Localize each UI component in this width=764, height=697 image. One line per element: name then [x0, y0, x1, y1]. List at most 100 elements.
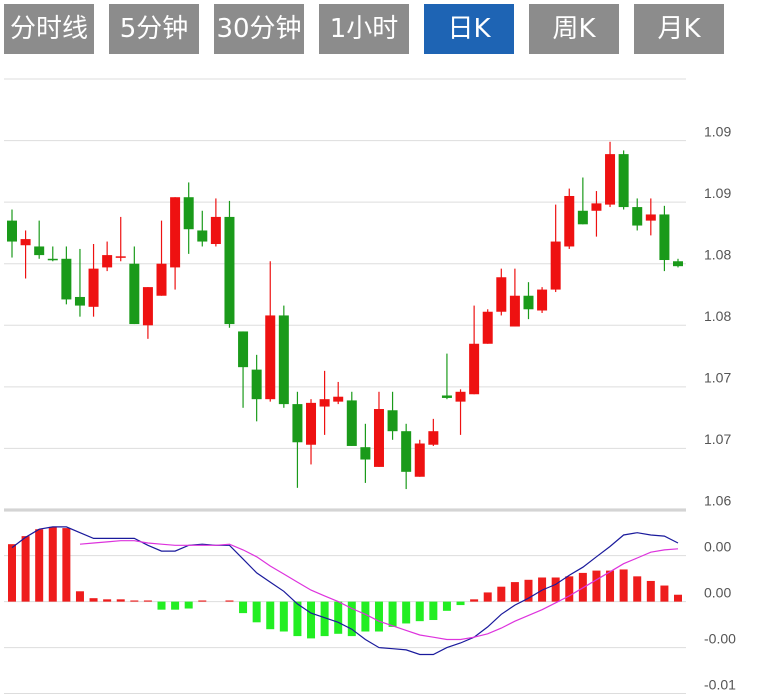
macd-bar	[456, 601, 465, 606]
candle-body	[523, 295, 534, 310]
macd-bar	[62, 528, 71, 602]
macd-bar	[497, 586, 506, 602]
candle-body	[61, 258, 72, 300]
y-tick-label: 0.00	[704, 584, 731, 600]
tab[interactable]: 月K	[634, 4, 724, 54]
tab[interactable]: 5分钟	[109, 4, 199, 54]
macd-bar	[75, 591, 84, 602]
macd-bar	[442, 601, 451, 611]
macd-bar	[524, 579, 533, 602]
candle-body	[115, 256, 126, 258]
candle-body	[197, 230, 208, 242]
candle-body	[238, 331, 249, 368]
macd-bar	[143, 600, 152, 602]
candle-body	[74, 296, 85, 306]
macd-bar	[415, 601, 424, 622]
candle-body	[387, 410, 398, 432]
candle-body	[509, 295, 520, 327]
tab[interactable]: 周K	[529, 4, 619, 54]
candle-body	[170, 197, 181, 268]
candle-body	[183, 197, 194, 230]
y-tick-label: 1.08	[704, 246, 731, 262]
tab[interactable]: 日K	[424, 4, 514, 54]
candle-body	[673, 261, 683, 267]
candle-body	[156, 263, 167, 296]
tab[interactable]: 分时线	[4, 4, 94, 54]
candle-body	[7, 220, 17, 242]
candle-body	[428, 431, 439, 445]
macd-bar	[21, 536, 30, 602]
macd-bar	[606, 570, 615, 602]
macd-bar	[470, 599, 479, 602]
y-tick-label: 1.09	[704, 185, 731, 201]
candle-body	[455, 391, 466, 402]
candle-body	[537, 289, 548, 311]
macd-bar	[483, 592, 492, 602]
candle-body	[346, 400, 357, 446]
macd-bar	[157, 601, 166, 610]
candle-body	[47, 258, 58, 261]
macd-bar	[48, 526, 57, 602]
candle-body	[88, 268, 99, 307]
candle-body	[319, 399, 330, 407]
macd-bar	[361, 601, 370, 632]
tab[interactable]: 30分钟	[214, 4, 304, 54]
candle-body	[645, 214, 656, 221]
tab[interactable]: 1小时	[319, 4, 409, 54]
candle-body	[414, 443, 425, 477]
macd-bar	[674, 594, 682, 602]
macd-bar	[388, 601, 397, 627]
macd-bar	[402, 601, 411, 624]
macd-bar	[619, 569, 628, 602]
candle-body	[469, 343, 480, 395]
y-tick-label: 1.07	[704, 431, 731, 447]
macd-bar	[374, 601, 383, 632]
y-tick-label: 1.07	[704, 370, 731, 386]
candle-body	[618, 154, 629, 208]
candle-body	[292, 404, 303, 443]
candle-body	[605, 154, 616, 205]
macd-bar	[279, 601, 288, 632]
macd-line	[79, 540, 679, 641]
macd-bar	[551, 577, 560, 602]
candle-body	[632, 207, 643, 226]
macd-bar	[171, 601, 180, 610]
macd-bar	[660, 585, 669, 602]
macd-bar	[130, 600, 139, 602]
macd-bar	[347, 601, 356, 637]
macd-bar	[184, 601, 193, 609]
candle-body	[564, 195, 575, 247]
candle-body	[482, 311, 493, 344]
macd-bar	[103, 599, 112, 602]
candle-body	[333, 396, 344, 402]
candle-body	[306, 402, 317, 445]
candle-body	[659, 214, 670, 261]
candle-body	[34, 246, 45, 256]
candle-body	[360, 447, 371, 460]
macd-bar	[429, 601, 438, 621]
candle-body	[496, 277, 507, 312]
macd-bar	[8, 544, 16, 602]
candle-body	[373, 409, 384, 467]
y-tick-label: 1.06	[704, 493, 731, 509]
candle-body	[20, 239, 31, 246]
candle-body	[278, 315, 289, 405]
macd-bar	[592, 570, 601, 602]
candle-body	[265, 315, 276, 400]
macd-bar	[35, 529, 44, 602]
candle-body	[224, 216, 235, 325]
macd-bar	[307, 601, 316, 639]
y-tick-label: -0.01	[704, 676, 736, 692]
candle-body	[102, 255, 113, 268]
macd-bar	[646, 580, 655, 602]
y-tick-label: 1.09	[704, 123, 731, 139]
macd-bar	[565, 576, 574, 602]
macd-line	[11, 526, 679, 656]
macd-bar	[334, 601, 343, 634]
candle-body	[401, 431, 412, 472]
candle-body	[210, 216, 221, 245]
macd-bar	[198, 600, 207, 602]
candle-body	[142, 287, 153, 326]
